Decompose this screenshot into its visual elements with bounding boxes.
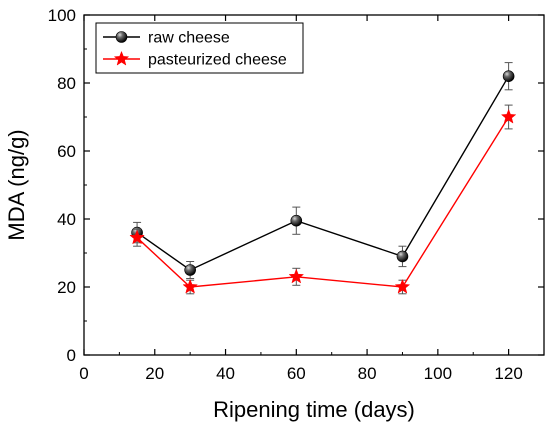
x-tick-label: 0 [79,364,88,383]
star-marker [500,108,517,124]
series-layer [129,62,517,295]
sphere-marker [396,250,409,263]
sphere-marker [290,214,303,227]
x-tick-label: 20 [145,364,164,383]
series-line [136,75,510,271]
axes: 0 20 40 60 80 100 120 0 20 40 60 80 100 [48,6,544,383]
x-axis-title: Ripening time (days) [213,397,415,422]
y-tick-label: 100 [48,6,76,25]
star-marker [113,50,130,66]
x-tick-label: 40 [216,364,235,383]
sphere-marker [502,70,515,82]
y-tick-label: 40 [57,210,76,229]
star-marker [129,229,145,245]
legend-label: raw cheese [148,30,230,47]
star-marker [182,278,198,294]
y-tick-label: 80 [57,74,76,93]
legend-label: pasteurized cheese [148,52,287,69]
y-tick-label: 0 [67,346,76,365]
y-axis-title: MDA (ng/g) [4,129,29,240]
y-tick-label: 20 [57,278,76,297]
series-raw-cheese [131,62,515,279]
y-tick-label: 60 [57,142,76,161]
series-pasteurized-cheese [129,104,517,295]
legend-box [95,22,304,74]
sphere-marker [184,264,196,276]
x-tick-label: 80 [358,364,377,383]
legend: raw cheese pasteurized cheese [95,22,304,74]
x-tick-label: 120 [494,364,522,383]
x-tick-label: 100 [424,364,452,383]
star-marker [394,278,411,294]
sphere-marker [115,31,128,43]
star-marker [288,268,305,284]
x-tick-label: 60 [287,364,306,383]
